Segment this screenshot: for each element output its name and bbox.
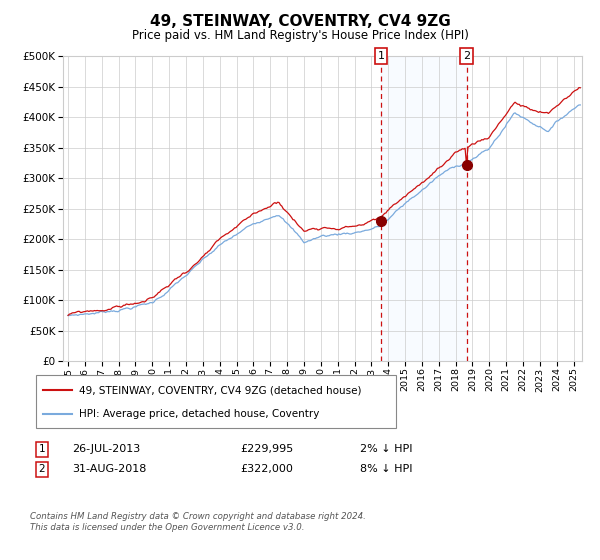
Text: 49, STEINWAY, COVENTRY, CV4 9ZG (detached house): 49, STEINWAY, COVENTRY, CV4 9ZG (detache…: [79, 385, 362, 395]
Bar: [381, 56, 467, 361]
Text: Contains HM Land Registry data © Crown copyright and database right 2024.
This d: Contains HM Land Registry data © Crown c…: [30, 512, 366, 532]
Text: £229,995: £229,995: [240, 444, 293, 454]
Text: 2% ↓ HPI: 2% ↓ HPI: [360, 444, 413, 454]
Text: 49, STEINWAY, COVENTRY, CV4 9ZG: 49, STEINWAY, COVENTRY, CV4 9ZG: [149, 14, 451, 29]
Text: 26-JUL-2013: 26-JUL-2013: [72, 444, 140, 454]
FancyBboxPatch shape: [36, 375, 396, 428]
Text: Price paid vs. HM Land Registry's House Price Index (HPI): Price paid vs. HM Land Registry's House …: [131, 29, 469, 42]
Text: 1: 1: [377, 51, 385, 61]
Text: £322,000: £322,000: [240, 464, 293, 474]
Text: 8% ↓ HPI: 8% ↓ HPI: [360, 464, 413, 474]
Text: 2: 2: [463, 51, 470, 61]
Text: 2: 2: [38, 464, 46, 474]
Text: 1: 1: [38, 444, 46, 454]
Text: HPI: Average price, detached house, Coventry: HPI: Average price, detached house, Cove…: [79, 408, 320, 418]
Text: 31-AUG-2018: 31-AUG-2018: [72, 464, 146, 474]
